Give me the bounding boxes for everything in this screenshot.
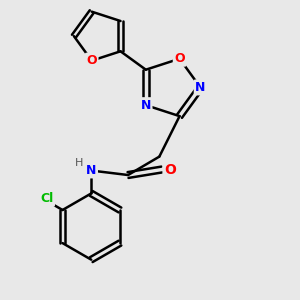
- Text: H: H: [74, 158, 83, 168]
- Text: N: N: [86, 164, 96, 177]
- Text: N: N: [195, 81, 206, 94]
- Text: N: N: [86, 164, 96, 177]
- Text: O: O: [174, 52, 185, 65]
- Text: O: O: [86, 54, 97, 67]
- Text: Cl: Cl: [40, 192, 53, 205]
- Text: O: O: [164, 163, 176, 176]
- Text: N: N: [141, 99, 151, 112]
